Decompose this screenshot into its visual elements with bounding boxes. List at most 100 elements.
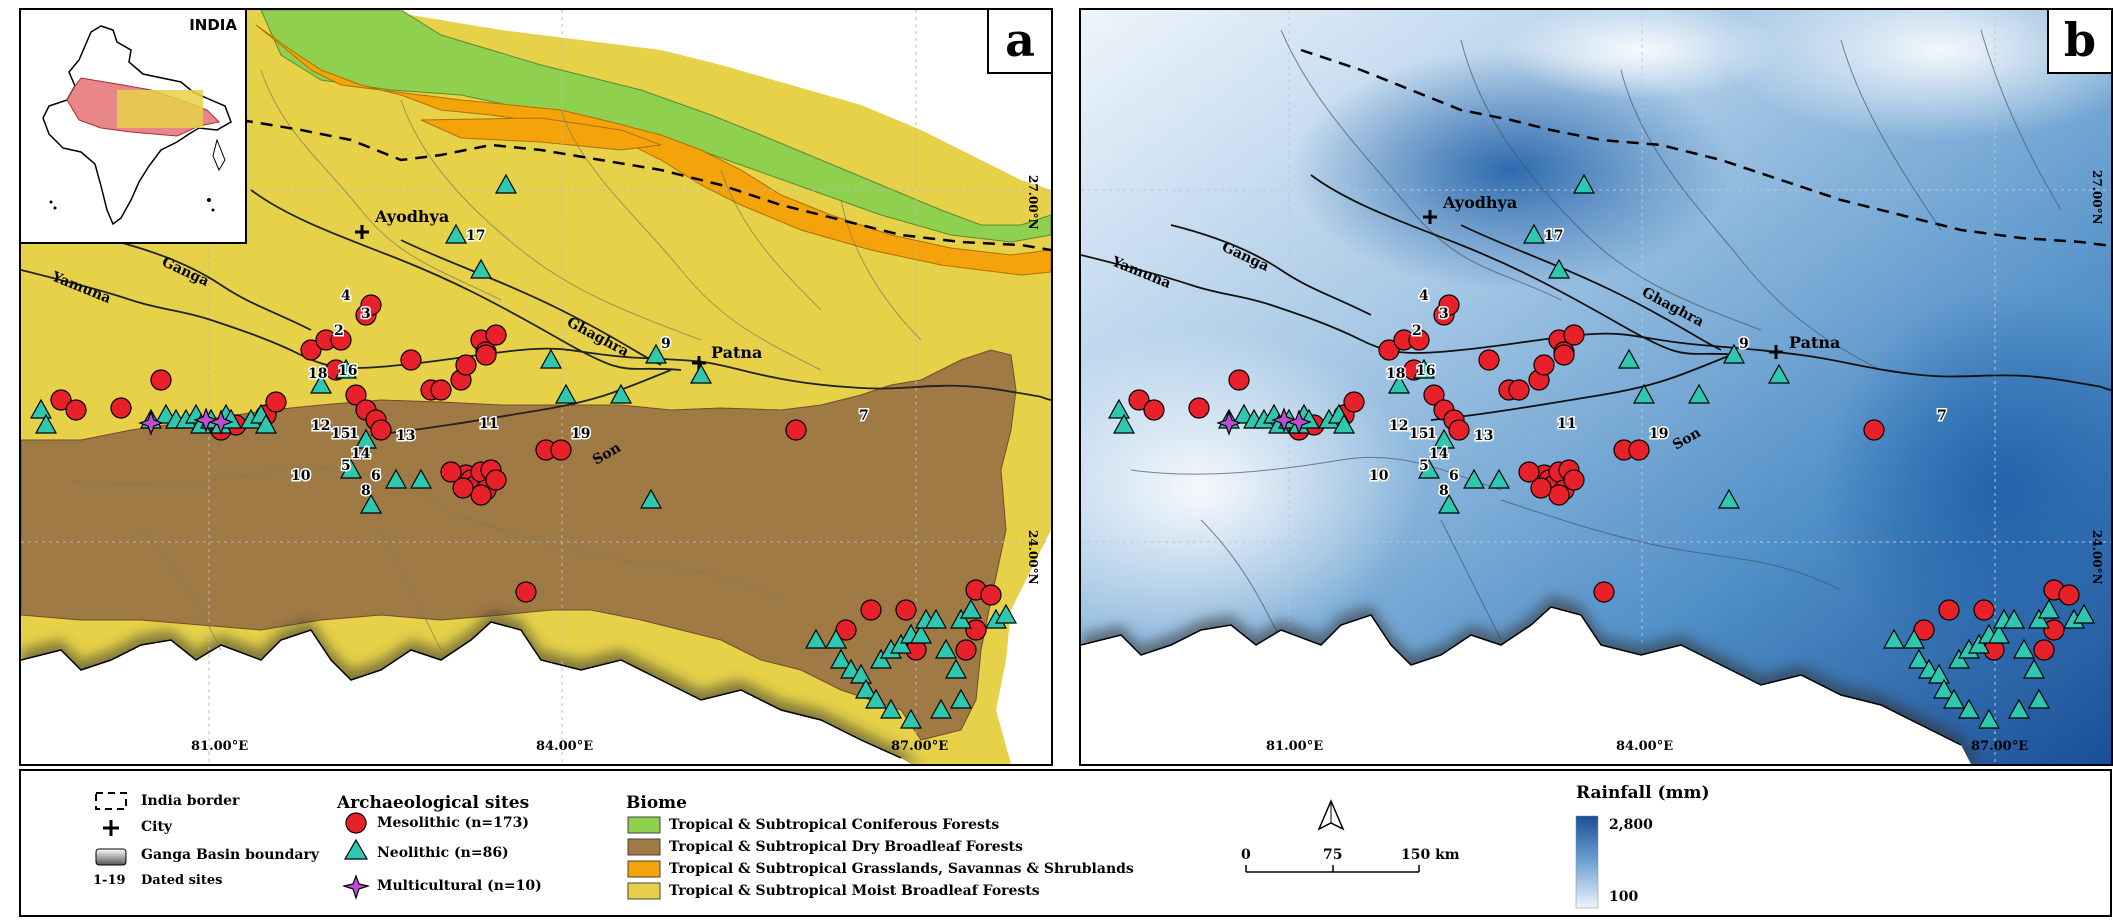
- b-mesolithic-site-36: [1563, 324, 1585, 346]
- legend-biome-moist: Tropical & Subtropical Moist Broadleaf F…: [669, 883, 1040, 899]
- b-neolithic-site-19: [1437, 493, 1461, 514]
- a-neolithic-site-35: [849, 663, 873, 684]
- b-dated-site-label-13: 13: [1474, 428, 1493, 444]
- a-dated-site-label-3: 3: [361, 306, 371, 322]
- a-mesolithic-site-45: [955, 639, 977, 661]
- b-neolithic-site-24: [1572, 173, 1596, 194]
- b-mesolithic-site-7: [1343, 391, 1365, 413]
- a-neolithic-site-53: [899, 708, 923, 729]
- legend-biome-coniferous: Tropical & Subtropical Coniferous Forest…: [669, 817, 1000, 833]
- a-neolithic-site-50: [994, 603, 1018, 624]
- a-mesolithic-site-30: [470, 484, 492, 506]
- b-dated-site-label-16: 16: [1416, 363, 1435, 379]
- a-neolithic-site-29: [644, 343, 668, 364]
- b-neolithic-site-0: [1107, 398, 1131, 419]
- scale-label-end: 150 km: [1401, 847, 1460, 863]
- legend-multicultural-label: Multicultural (n=10): [377, 878, 542, 894]
- b-neolithic-site-17: [1432, 428, 1456, 449]
- b-neolithic-site-21: [1487, 468, 1511, 489]
- b-mesolithic-site-32: [1518, 461, 1540, 483]
- y-tick-24: 24.00°N: [1026, 530, 1040, 585]
- a-dated-site-label-18: 18: [308, 366, 327, 382]
- b-neolithic-site-51: [2027, 688, 2051, 709]
- b-mesolithic-site-11: [1408, 329, 1430, 351]
- a-mesolithic-site-48: [980, 584, 1002, 606]
- x-tick-81: 81.00°E: [191, 739, 248, 754]
- a-mesolithic-site-36: [485, 324, 507, 346]
- outside-basin-south: [21, 622, 911, 764]
- a-dated-site-label-17: 17: [466, 228, 485, 244]
- b-dated-site-label-2: 2: [1412, 323, 1422, 339]
- legend-sites-title: Archaeological sites: [337, 793, 530, 813]
- a-mesolithic-site-29: [485, 469, 507, 491]
- a-neolithic-site-54: [879, 698, 903, 719]
- b-dated-site-label-14: 14: [1429, 446, 1449, 462]
- a-neolithic-site-25: [539, 348, 563, 369]
- legend-mesolithic-symbol: [345, 812, 367, 834]
- b-dated-site-label-19: 19: [1649, 426, 1668, 442]
- b-neolithic-site-29: [1722, 343, 1746, 364]
- a-neolithic-site-26: [554, 383, 578, 404]
- a-dated-site-label-6: 6: [371, 468, 381, 484]
- b-neolithic-site-50: [2072, 603, 2096, 624]
- b-neolithic-site-16: [1412, 358, 1436, 379]
- a-neolithic-site-14: [254, 413, 278, 434]
- legend-swatch-dry: [627, 838, 661, 856]
- rainfall-map: Ayodhya Patna Yamuna Ganga Ghaghra Son 8…: [1081, 10, 2111, 764]
- b-mesolithic-site-43: [1973, 599, 1995, 621]
- b-mesolithic-site-12: [1423, 384, 1445, 406]
- b-neolithic-site-54: [1957, 698, 1981, 719]
- outside-basin-south-b: [1081, 607, 1971, 764]
- b-dated-site-label-8: 8: [1439, 483, 1449, 499]
- b-multicultural-site-1: [1271, 407, 1297, 433]
- b-multicultural-site-2: [1286, 409, 1312, 435]
- a-neolithic-site-52: [929, 698, 953, 719]
- b-neolithic-site-30: [1767, 363, 1791, 384]
- b-mesolithic-site-45: [2033, 639, 2055, 661]
- a-dated-site-label-8: 8: [361, 483, 371, 499]
- b-neolithic-site-23: [1547, 258, 1571, 279]
- b-mesolithic-site-1: [1143, 399, 1165, 421]
- b-dated-site-label-18: 18: [1386, 366, 1405, 382]
- a-mesolithic-site-1: [65, 399, 87, 421]
- legend-swatch-grass: [627, 860, 661, 878]
- tributaries: [70, 69, 922, 651]
- a-neolithic-site-37: [864, 688, 888, 709]
- a-neolithic-site-32: [824, 628, 848, 649]
- outside-basin-east: [996, 530, 1051, 764]
- b-mesolithic-site-29: [1563, 469, 1585, 491]
- legend-city-symbol: [103, 820, 119, 836]
- a-mesolithic-site-17: [360, 294, 382, 316]
- rainfall-min: 100: [1609, 889, 1639, 905]
- b-dated-site-label-17: 17: [1544, 228, 1563, 244]
- b-neolithic-site-28: [1717, 488, 1741, 509]
- b-mesolithic-site-42: [1938, 599, 1960, 621]
- a-mesolithic-site-42: [860, 599, 882, 621]
- a-neolithic-site-46: [944, 658, 968, 679]
- a-mesolithic-site-3: [150, 369, 172, 391]
- b-neolithic-site-47: [2027, 608, 2051, 629]
- main-rivers: [21, 189, 1051, 436]
- biome-grasslands-patch: [420, 117, 662, 151]
- b-mesolithic-site-3: [1228, 369, 1250, 391]
- a-neolithic-site-19: [359, 493, 383, 514]
- b-mesolithic-site-46: [2043, 619, 2065, 641]
- legend-basin-label: Ganga Basin boundary: [141, 847, 319, 863]
- scale-label-mid: 75: [1323, 847, 1343, 863]
- a-mesolithic-site-32: [440, 461, 462, 483]
- panel-letter-b: b: [2047, 10, 2111, 74]
- legend-swatch-moist: [627, 882, 661, 900]
- city-label-ayodhya: Ayodhya: [374, 207, 449, 226]
- b-mesolithic-site-35: [1553, 344, 1575, 366]
- a-multicultural-site-1: [193, 407, 219, 433]
- main-rivers-b: [1081, 174, 2111, 421]
- b-dated-site-label-1: 1: [1427, 426, 1437, 442]
- b-neolithic-site-31: [1882, 628, 1906, 649]
- b-neolithic-site-26: [1632, 383, 1656, 404]
- a-neolithic-site-15: [309, 373, 333, 394]
- city-ayodhya-marker-b: [1423, 210, 1437, 224]
- a-neolithic-site-27: [609, 383, 633, 404]
- legend-dated-prefix: 1-19: [93, 873, 126, 888]
- a-dated-site-label-14: 14: [351, 446, 371, 462]
